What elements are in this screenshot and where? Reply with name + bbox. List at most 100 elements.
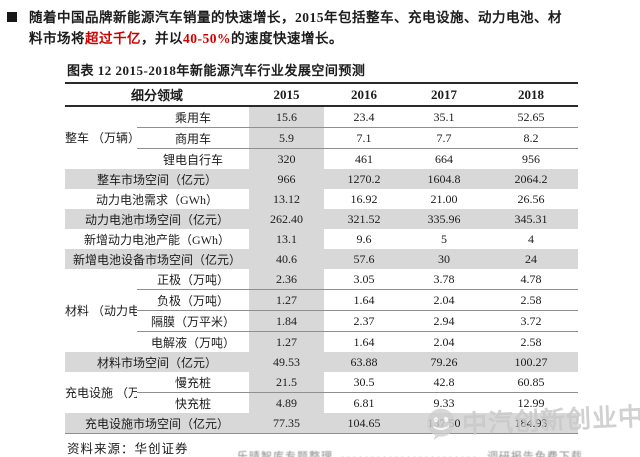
table-row: 商用车 5.9 7.1 7.7 8.2 bbox=[65, 127, 579, 149]
value-cell: 2.58 bbox=[484, 331, 579, 352]
row-label: 负极（万吨） bbox=[137, 289, 250, 311]
value-cell: 3.78 bbox=[433, 271, 455, 286]
intro-segment: 随着中国品牌新能源汽车销量的快速增长，2015年包括整车、充电设施、动力电池、材 bbox=[29, 10, 562, 25]
table-row: 动力电池需求（GWh） 13.12 16.92 21.00 26.56 bbox=[65, 189, 578, 209]
row-label: 电解液（万吨） bbox=[137, 331, 250, 352]
table-row: 新增电池设备市场空间（亿元） 40.6 57.6 30 24 bbox=[65, 249, 579, 269]
value-cell: 345.31 bbox=[484, 209, 579, 229]
value-cell: 7.1 bbox=[324, 127, 405, 149]
value-cell: 52.65 bbox=[517, 109, 545, 124]
header-year-2018: 2018 bbox=[484, 83, 579, 107]
forecast-table: 细分领域 2015 2016 2017 2018 整车 （万辆） 乘用车 15.6 23.4 35… bbox=[65, 82, 579, 434]
row-label: 动力电池市场空间（亿元） bbox=[65, 209, 250, 229]
row-label: 慢充桩 bbox=[175, 375, 212, 390]
value-cell: 1.27 bbox=[249, 289, 325, 311]
table-row: 负极（万吨） 1.27 1.64 2.04 2.58 bbox=[65, 289, 579, 311]
bullet-square-icon bbox=[7, 12, 17, 22]
source-note: 资料来源：华创证券 bbox=[67, 442, 189, 456]
row-label: 隔膜（万平米） bbox=[137, 310, 250, 332]
value-cell: 3.05 bbox=[353, 271, 375, 286]
value-cell: 24 bbox=[484, 249, 579, 269]
table-row: 材料市场空间（亿元） 49.53 63.88 79.26 100.27 bbox=[65, 352, 579, 372]
value-cell: 63.88 bbox=[324, 352, 405, 372]
value-cell: 30.5 bbox=[353, 374, 375, 389]
value-cell: 35.1 bbox=[433, 109, 455, 124]
row-label: 整车市场空间（亿元） bbox=[65, 169, 250, 189]
table-row: 快充桩 4.89 6.81 9.33 12.99 bbox=[65, 392, 579, 413]
intro-segment: 料市场将 bbox=[29, 31, 85, 46]
group-label: 充电设施 （万个） bbox=[65, 385, 137, 400]
value-cell: 21.00 bbox=[430, 191, 458, 206]
footer-note-right: 调研报告免费下载 bbox=[486, 451, 583, 457]
value-cell: 60.85 bbox=[517, 374, 545, 389]
value-cell: 335.96 bbox=[404, 209, 485, 229]
value-cell: 1270.2 bbox=[324, 169, 405, 189]
row-label: 新增动力电池产能（GWh） bbox=[84, 232, 230, 247]
row-label: 快充桩 bbox=[137, 392, 250, 413]
value-cell: 23.4 bbox=[353, 109, 375, 124]
value-cell: 5 bbox=[441, 231, 448, 246]
table-row: 锂电自行车 320 461 664 956 bbox=[65, 148, 579, 169]
row-label: 动力电池需求（GWh） bbox=[96, 192, 218, 207]
table-row: 整车市场空间（亿元） 966 1270.2 1604.8 2064.2 bbox=[65, 169, 579, 189]
header-segment-label: 细分领域 bbox=[65, 83, 250, 107]
footer-note-left: 乐晴智库专题整理 bbox=[237, 451, 333, 457]
intro-segment: ，并以 bbox=[141, 31, 183, 46]
value-cell: 16.92 bbox=[350, 191, 378, 206]
intro-highlight: 超过千亿 bbox=[85, 31, 141, 46]
header-year-2016: 2016 bbox=[324, 83, 405, 107]
value-cell: 9.33 bbox=[404, 392, 485, 413]
footer-note: 乐晴智库专题整理 ······················· 调研报告免费下载 bbox=[237, 448, 583, 457]
intro-highlight: 40-50% bbox=[183, 31, 231, 46]
row-label: 新增电池设备市场空间（亿元） bbox=[65, 249, 250, 269]
header-year-2015: 2015 bbox=[249, 83, 325, 107]
figure-block: 图表 12 2015-2018年新能源汽车行业发展空间预测 细分领域 2015 20… bbox=[65, 60, 579, 434]
value-cell: 2064.2 bbox=[484, 169, 579, 189]
intro-text: 随着中国品牌新能源汽车销量的快速增长，2015年包括整车、充电设施、动力电池、材… bbox=[29, 10, 562, 46]
value-cell: 21.5 bbox=[249, 372, 325, 393]
intro-segment: 的速度快速增长。 bbox=[231, 31, 343, 46]
value-cell: 1.64 bbox=[324, 331, 405, 352]
value-cell: 2.36 bbox=[249, 269, 325, 290]
value-cell: 321.52 bbox=[324, 209, 405, 229]
value-cell: 30 bbox=[404, 249, 485, 269]
header-year-2017: 2017 bbox=[404, 83, 485, 107]
value-cell: 2.94 bbox=[404, 310, 485, 332]
value-cell: 184.93 bbox=[484, 413, 579, 434]
value-cell: 57.6 bbox=[324, 249, 405, 269]
value-cell: 2.37 bbox=[324, 310, 405, 332]
value-cell: 4 bbox=[528, 231, 535, 246]
value-cell: 104.65 bbox=[324, 413, 405, 434]
row-label: 正极（万吨） bbox=[157, 272, 230, 287]
value-cell: 4.89 bbox=[249, 392, 325, 413]
value-cell: 26.56 bbox=[517, 191, 545, 206]
row-label: 充电设施市场空间（亿元） bbox=[65, 413, 250, 434]
value-cell: 15.6 bbox=[249, 106, 325, 128]
value-cell: 1604.8 bbox=[404, 169, 485, 189]
value-cell: 77.35 bbox=[249, 413, 325, 434]
value-cell: 461 bbox=[324, 148, 405, 169]
value-cell: 79.26 bbox=[404, 352, 485, 372]
value-cell: 5.9 bbox=[249, 127, 325, 149]
value-cell: 262.40 bbox=[249, 209, 325, 229]
table-row: 充电设施 （万个） 慢充桩 21.5 30.5 42.8 60.85 bbox=[65, 372, 578, 400]
table-row: 材料 （动力电 池用） 正极（万吨） 2.36 3.05 3.78 4.78 bbox=[65, 269, 578, 318]
value-cell: 6.81 bbox=[324, 392, 405, 413]
value-cell: 13.12 bbox=[249, 189, 325, 209]
table-row: 充电设施市场空间（亿元） 77.35 104.65 137.50 184.93 bbox=[65, 413, 579, 434]
row-label: 商用车 bbox=[137, 127, 250, 149]
group-label: 材料 （动力电 池用） bbox=[65, 303, 137, 318]
table-row: 电解液（万吨） 1.27 1.64 2.04 2.58 bbox=[65, 331, 579, 352]
table-title: 图表 12 2015-2018年新能源汽车行业发展空间预测 bbox=[67, 63, 366, 78]
value-cell: 1.84 bbox=[249, 310, 325, 332]
footer-note-dots: ······················· bbox=[341, 452, 479, 457]
row-label: 乘用车 bbox=[175, 110, 212, 125]
value-cell: 1.64 bbox=[324, 289, 405, 311]
value-cell: 3.72 bbox=[484, 310, 579, 332]
value-cell: 2.04 bbox=[404, 331, 485, 352]
value-cell: 49.53 bbox=[249, 352, 325, 372]
value-cell: 40.6 bbox=[249, 249, 325, 269]
value-cell: 12.99 bbox=[484, 392, 579, 413]
table-header-row: 细分领域 2015 2016 2017 2018 bbox=[65, 83, 579, 107]
